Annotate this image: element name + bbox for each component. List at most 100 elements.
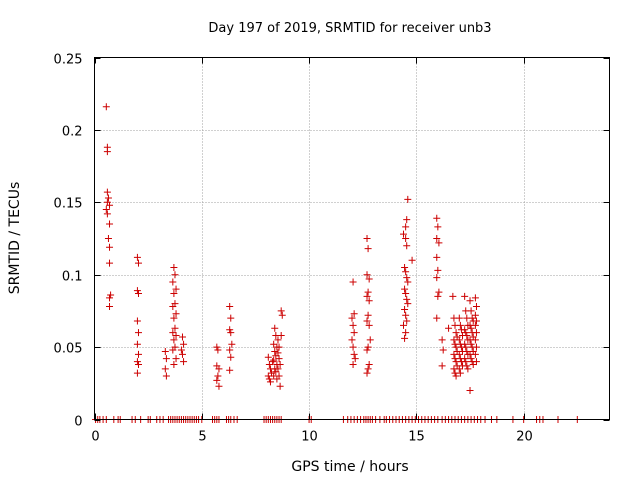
data-point — [467, 355, 475, 363]
axis-ticks — [94, 57, 610, 421]
data-point — [102, 206, 110, 214]
y-tick-label: 0.1 — [62, 270, 83, 285]
data-point — [170, 263, 178, 271]
data-point — [455, 336, 463, 344]
data-point — [270, 356, 278, 364]
data-point — [402, 268, 410, 276]
data-point — [435, 239, 443, 247]
data-point — [277, 332, 285, 340]
data-point — [433, 314, 441, 322]
data-point — [161, 347, 169, 355]
data-point — [463, 362, 471, 370]
data-point — [461, 292, 469, 300]
data-point — [401, 285, 409, 293]
data-point — [461, 340, 469, 348]
data-point — [445, 324, 453, 332]
data-point — [106, 243, 114, 251]
data-point — [133, 317, 141, 325]
data-point — [472, 358, 480, 366]
data-point — [180, 358, 188, 366]
x-tick-label: 20 — [516, 430, 533, 445]
data-point — [462, 358, 470, 366]
data-point — [472, 317, 480, 325]
data-point — [162, 372, 170, 380]
data-point — [133, 340, 141, 348]
data-point — [169, 303, 177, 311]
data-point — [349, 343, 357, 351]
data-point — [277, 307, 285, 315]
data-point — [226, 303, 234, 311]
data-point — [172, 285, 180, 293]
data-point — [172, 310, 180, 318]
tick-labels: 0 5 10 15 20 0 0.05 0.1 0.15 0.2 0.25 — [54, 53, 533, 445]
data-point — [271, 347, 279, 355]
data-point — [349, 321, 357, 329]
data-point — [402, 329, 410, 337]
data-point — [134, 329, 142, 337]
data-point — [433, 253, 441, 261]
data-point — [170, 290, 178, 298]
data-point — [472, 343, 480, 351]
data-point — [366, 336, 374, 344]
data-point — [364, 365, 372, 373]
data-point — [265, 375, 273, 383]
data-point — [365, 321, 373, 329]
data-point — [471, 350, 479, 358]
data-point — [170, 336, 178, 344]
data-point — [401, 334, 409, 342]
data-point — [364, 343, 372, 351]
data-point — [402, 223, 410, 231]
data-point — [463, 347, 471, 355]
data-point — [276, 360, 284, 368]
data-point — [278, 311, 286, 319]
data-point — [172, 332, 180, 340]
data-point — [106, 294, 114, 302]
data-point — [469, 360, 477, 368]
data-point — [455, 350, 463, 358]
data-point — [214, 346, 222, 354]
data-point — [455, 365, 463, 373]
data-point — [471, 294, 479, 302]
data-point — [365, 360, 373, 368]
data-point — [350, 310, 358, 318]
data-point — [226, 326, 234, 334]
data-point — [434, 292, 442, 300]
data-point — [364, 311, 372, 319]
data-point — [466, 297, 474, 305]
data-point — [170, 314, 178, 322]
data-point — [461, 326, 469, 334]
data-point — [402, 235, 410, 242]
data-point — [365, 275, 373, 283]
data-point — [133, 358, 141, 366]
data-point — [404, 300, 412, 308]
data-point — [433, 235, 441, 242]
data-point — [180, 340, 188, 348]
data-point — [134, 290, 142, 298]
data-point — [402, 311, 410, 319]
data-point — [404, 195, 412, 203]
chart-title: Day 197 of 2019, SRMTID for receiver unb… — [208, 21, 491, 36]
data-point — [464, 365, 472, 373]
data-point — [400, 321, 407, 329]
data-point — [169, 278, 177, 286]
data-point — [106, 259, 114, 267]
data-point — [264, 353, 272, 361]
data-point — [455, 314, 463, 322]
data-point — [104, 235, 112, 242]
data-point — [102, 103, 110, 111]
data-point — [363, 369, 371, 377]
y-tick-label: 0 — [74, 415, 82, 430]
data-point — [266, 378, 274, 386]
data-point — [463, 332, 471, 340]
data-point — [408, 256, 416, 264]
data-point — [269, 358, 277, 366]
data-point — [433, 274, 441, 282]
data-point — [172, 355, 180, 363]
data-point — [103, 210, 111, 218]
data-point — [365, 297, 373, 305]
data-point — [472, 329, 480, 337]
data-point — [106, 220, 114, 228]
data-point — [350, 350, 358, 358]
data-point — [276, 382, 284, 390]
data-point — [348, 336, 356, 344]
